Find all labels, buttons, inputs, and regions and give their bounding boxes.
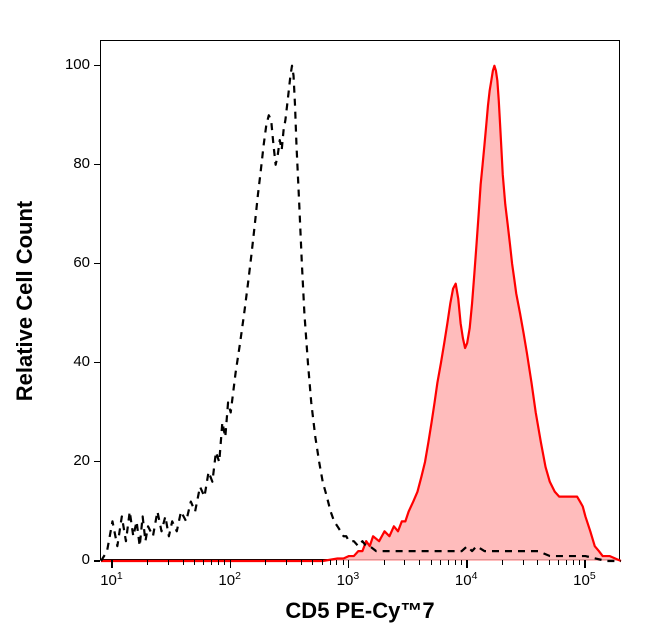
- histogram-svg: [101, 41, 621, 561]
- x-minor-tick-mark: [147, 560, 148, 565]
- x-minor-tick-mark: [549, 560, 550, 565]
- x-minor-tick-mark: [419, 560, 420, 565]
- x-minor-tick-mark: [286, 560, 287, 565]
- x-tick-label: 104: [446, 570, 486, 589]
- y-tick-label: 80: [52, 155, 90, 172]
- y-tick-mark: [94, 560, 100, 562]
- y-tick-mark: [94, 362, 100, 364]
- x-minor-tick-mark: [211, 560, 212, 565]
- y-axis-title: Relative Cell Count: [12, 181, 38, 421]
- y-tick-mark: [94, 461, 100, 463]
- x-tick-label: 101: [91, 570, 131, 589]
- flow-cytometry-histogram: Relative Cell Count CD5 PE-Cy™7 0 20 40 60 8…: [0, 0, 646, 641]
- x-minor-tick-mark: [224, 560, 225, 565]
- x-minor-tick-mark: [558, 560, 559, 565]
- x-minor-tick-mark: [461, 560, 462, 565]
- x-minor-tick-mark: [566, 560, 567, 565]
- x-minor-tick-mark: [573, 560, 574, 565]
- x-minor-tick-mark: [537, 560, 538, 565]
- x-minor-tick-mark: [194, 560, 195, 565]
- x-minor-tick-mark: [265, 560, 266, 565]
- x-minor-tick-mark: [404, 560, 405, 565]
- x-minor-tick-mark: [218, 560, 219, 565]
- y-tick-label: 40: [52, 353, 90, 370]
- x-major-tick-mark: [348, 560, 350, 568]
- x-minor-tick-mark: [440, 560, 441, 565]
- x-axis-title: CD5 PE-Cy™7: [100, 598, 620, 624]
- x-minor-tick-mark: [384, 560, 385, 565]
- x-minor-tick-mark: [330, 560, 331, 565]
- y-tick-label: 20: [52, 452, 90, 469]
- x-major-tick-mark: [584, 560, 586, 568]
- x-tick-label: 103: [328, 570, 368, 589]
- x-minor-tick-mark: [183, 560, 184, 565]
- x-minor-tick-mark: [312, 560, 313, 565]
- x-minor-tick-mark: [455, 560, 456, 565]
- x-minor-tick-mark: [343, 560, 344, 565]
- x-minor-tick-mark: [448, 560, 449, 565]
- x-minor-tick-mark: [322, 560, 323, 565]
- y-tick-label: 100: [52, 56, 90, 73]
- x-major-tick-mark: [111, 560, 113, 568]
- y-tick-mark: [94, 65, 100, 67]
- y-tick-mark: [94, 263, 100, 265]
- y-tick-label: 60: [52, 254, 90, 271]
- x-minor-tick-mark: [502, 560, 503, 565]
- y-tick-label: 0: [52, 551, 90, 568]
- x-tick-label: 102: [210, 570, 250, 589]
- x-minor-tick-mark: [523, 560, 524, 565]
- x-major-tick-mark: [230, 560, 232, 568]
- x-minor-tick-mark: [431, 560, 432, 565]
- y-tick-mark: [94, 164, 100, 166]
- x-major-tick-mark: [466, 560, 468, 568]
- x-minor-tick-mark: [336, 560, 337, 565]
- x-tick-label: 105: [564, 570, 604, 589]
- series-fill-stained: [101, 66, 621, 561]
- x-minor-tick-mark: [301, 560, 302, 565]
- x-minor-tick-mark: [579, 560, 580, 565]
- x-minor-tick-mark: [203, 560, 204, 565]
- x-minor-tick-mark: [168, 560, 169, 565]
- plot-area: [100, 40, 620, 560]
